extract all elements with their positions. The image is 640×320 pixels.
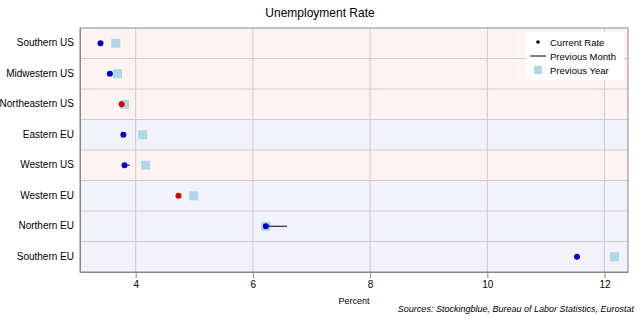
current-rate-marker [574, 254, 580, 260]
y-tick: Northern EU [18, 220, 80, 231]
row-band [80, 181, 628, 212]
chart-container: 4 6 8 10 12 Southern US Midwestern US Northeast… [0, 0, 640, 320]
row-separator [80, 150, 628, 151]
row-separator [80, 211, 628, 212]
x-tick: 10 [482, 272, 494, 290]
legend-label: Previous Year [550, 65, 609, 76]
previous-year-marker [189, 191, 198, 200]
row-separator [80, 241, 628, 242]
x-tick: 6 [251, 272, 257, 290]
y-tick-label: Southern US [17, 37, 75, 48]
x-tick-mark [253, 272, 254, 278]
x-tick-label: 6 [251, 279, 257, 290]
x-tick-label: 12 [599, 279, 611, 290]
previous-year-marker [610, 252, 619, 261]
y-tick: Western US [20, 159, 80, 170]
row-band [80, 120, 628, 151]
x-axis-line [81, 272, 629, 273]
chart-title: Unemployment Rate [265, 6, 375, 20]
legend-box [526, 32, 624, 80]
row-band [80, 211, 628, 242]
x-axis-title: Percent [338, 296, 370, 306]
row-bands [80, 28, 628, 272]
y-tick: Western EU [20, 190, 80, 201]
current-rate-marker [120, 132, 126, 138]
y-tick: Southern EU [17, 251, 80, 262]
x-tick: 4 [133, 272, 139, 290]
y-tick-label: Western US [20, 159, 74, 170]
y-axis: Southern US Midwestern US Northeastern US E… [0, 29, 81, 273]
row-separator [80, 89, 628, 90]
y-axis-line [80, 29, 81, 273]
x-tick-label: 4 [133, 279, 139, 290]
x-tick: 8 [368, 272, 374, 290]
x-axis: 4 6 8 10 12 [81, 272, 629, 290]
legend-swatch [536, 40, 540, 44]
x-tick: 12 [599, 272, 611, 290]
current-rate-marker [263, 223, 269, 229]
legend-swatch [530, 56, 546, 57]
sources-note: Sources: Stockingblue, Bureau of Labor S… [398, 304, 635, 314]
previous-month-line [266, 226, 287, 227]
current-rate-marker [119, 101, 125, 107]
y-tick-label: Eastern EU [23, 129, 74, 140]
y-tick: Northeastern US [0, 98, 80, 109]
row-band [80, 89, 628, 120]
x-tick-mark [487, 272, 488, 278]
row-separator [80, 119, 628, 120]
x-tick-mark [370, 272, 371, 278]
previous-year-marker [141, 161, 150, 170]
y-tick-label: Northeastern US [0, 98, 74, 109]
previous-year-marker [138, 130, 147, 139]
legend-label: Current Rate [550, 37, 604, 48]
current-rate-marker [98, 40, 104, 46]
y-tick: Midwestern US [6, 68, 80, 79]
row-band [80, 150, 628, 181]
current-rate-marker [107, 71, 113, 77]
previous-year-marker [113, 69, 122, 78]
y-tick-label: Midwestern US [6, 68, 74, 79]
y-tick: Southern US [17, 37, 80, 48]
legend-swatch [534, 66, 542, 74]
row-separator [80, 180, 628, 181]
row-band [80, 242, 628, 273]
x-tick-label: 8 [368, 279, 374, 290]
current-rate-marker [122, 162, 128, 168]
x-tick-label: 10 [482, 279, 494, 290]
y-tick: Eastern EU [23, 129, 80, 140]
current-rate-marker [175, 193, 181, 199]
plot-frame [80, 28, 628, 272]
y-tick-label: Western EU [20, 190, 74, 201]
y-tick-label: Southern EU [17, 251, 74, 262]
x-tick-mark [605, 272, 606, 278]
x-tick-mark [136, 272, 137, 278]
y-tick-label: Northern EU [18, 220, 74, 231]
marks [98, 39, 620, 262]
legend-label: Previous Month [550, 51, 616, 62]
grid [80, 28, 628, 272]
chart-svg: 4 6 8 10 12 Southern US Midwestern US Northeast… [0, 0, 640, 320]
previous-year-marker [111, 39, 120, 48]
legend: Current Rate Previous Month Previous Year [526, 32, 624, 80]
